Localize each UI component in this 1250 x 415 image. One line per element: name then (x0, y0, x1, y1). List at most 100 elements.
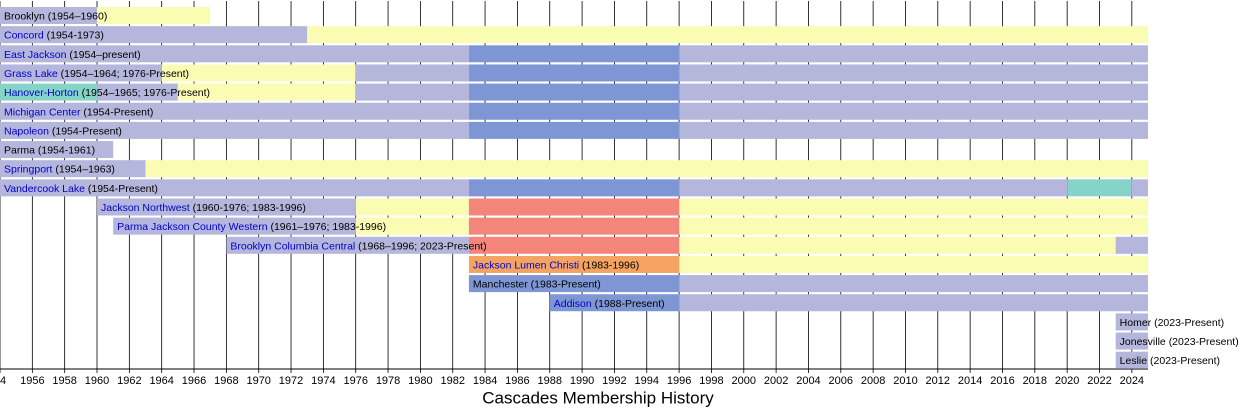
membership-bar (97, 7, 211, 24)
school-name: Napoleon (4, 125, 49, 137)
membership-bar (355, 198, 469, 216)
row-label: Jackson Lumen Christi (1983-1996) (473, 259, 639, 271)
membership-bar (468, 255, 680, 273)
school-name: Springport (4, 163, 53, 175)
school-name: Jackson Northwest (101, 202, 190, 214)
membership-bar (0, 26, 308, 44)
membership-years: (1961–1976; 1983-1996) (270, 221, 386, 233)
membership-years: (1954–1964; 1976-Present) (61, 68, 189, 80)
school-name: Brooklyn Columbia Central (230, 240, 355, 252)
school-name: Hanover-Horton (4, 87, 79, 99)
membership-bar (1131, 179, 1148, 197)
x-tick-label: 2012 (926, 375, 950, 387)
membership-bar (679, 236, 1116, 254)
membership-years: (1954-1973) (47, 29, 104, 41)
membership-years: (1954-Present) (88, 183, 158, 195)
membership-bar (1115, 332, 1148, 350)
school-name: Michigan Center (4, 106, 81, 118)
membership-bar (679, 179, 1068, 197)
row-label: Brooklyn Columbia Central (1968–1996; 20… (230, 240, 486, 252)
x-tick-label: 1996 (667, 375, 691, 387)
x-tick-label: 1998 (699, 375, 723, 387)
membership-bar (468, 217, 680, 235)
row-label: Grass Lake (1954–1964; 1976-Present) (4, 68, 189, 80)
membership-bar (307, 26, 1148, 44)
membership-bar (468, 121, 680, 139)
row-label: Napoleon (1954-Present) (4, 125, 122, 137)
membership-years: (1960-1976; 1983-1996) (193, 202, 306, 214)
x-tick-label: 1958 (52, 375, 76, 387)
x-tick-label: 1960 (85, 375, 109, 387)
row-label: Michigan Center (1954-Present) (4, 106, 153, 118)
membership-years: (1954–1963) (55, 163, 115, 175)
membership-bar (97, 198, 356, 216)
membership-bar (0, 7, 98, 24)
membership-bar (679, 294, 1148, 312)
row-label: Manchester (1983-Present) (473, 278, 601, 290)
membership-bar (0, 179, 469, 197)
x-tick-label: 1980 (408, 375, 432, 387)
chart-title: Cascades Membership History (482, 388, 714, 407)
membership-bar (679, 102, 1148, 120)
row-label: Addison (1988-Present) (554, 298, 665, 310)
school-name: Jonesville (1120, 336, 1166, 348)
membership-years: (1954-Present) (83, 106, 153, 118)
school-name: Addison (554, 298, 592, 310)
membership-years: (1954–present) (69, 49, 140, 61)
membership-bar (355, 83, 469, 101)
membership-bar (161, 64, 356, 82)
membership-bar (0, 45, 469, 63)
x-tick-label: 1984 (473, 375, 497, 387)
membership-bar (0, 160, 146, 178)
membership-bar (1115, 236, 1148, 254)
membership-bar (679, 121, 1148, 139)
row-label: Hanover-Horton (1954–1965; 1976-Present) (4, 87, 210, 99)
school-name: Grass Lake (4, 68, 58, 80)
membership-bar (1067, 179, 1132, 197)
x-tick-label: 2002 (764, 375, 788, 387)
x-tick-label: 2022 (1087, 375, 1111, 387)
membership-bar (0, 64, 162, 82)
membership-bar (355, 64, 469, 82)
school-name: East Jackson (4, 49, 67, 61)
membership-years: (1954-Present) (52, 125, 122, 137)
row-label: Parma Jackson County Western (1961–1976;… (117, 221, 386, 233)
membership-years: (1988-Present) (595, 298, 665, 310)
membership-years: (2023-Present) (1169, 336, 1239, 348)
membership-bar (679, 198, 1148, 216)
x-tick-label: 2016 (990, 375, 1014, 387)
x-tick-label: 2014 (958, 375, 982, 387)
x-tick-label: 2000 (732, 375, 756, 387)
x-tick-label: 1972 (279, 375, 303, 387)
school-name: Parma (4, 144, 35, 156)
membership-bar (468, 45, 680, 63)
school-name: Jackson Lumen Christi (473, 259, 579, 271)
membership-bar (468, 102, 680, 120)
school-name: Parma Jackson County Western (117, 221, 268, 233)
x-tick-label: 1968 (214, 375, 238, 387)
membership-bar (468, 83, 680, 101)
membership-bar (549, 294, 680, 312)
school-name: Concord (4, 29, 44, 41)
membership-bar (0, 83, 98, 101)
x-tick-label: 1992 (602, 375, 626, 387)
membership-bar (679, 217, 1148, 235)
row-label: East Jackson (1954–present) (4, 49, 141, 61)
membership-bar (468, 198, 680, 216)
membership-bar (97, 83, 178, 101)
x-tick-label: 1962 (117, 375, 141, 387)
membership-bar (145, 160, 1149, 178)
x-tick-label: 1964 (149, 375, 173, 387)
row-label: Homer (2023-Present) (1120, 317, 1224, 329)
membership-years: (1954–1965; 1976-Present) (82, 87, 210, 99)
x-tick-label: 1956 (20, 375, 44, 387)
membership-years: (1983-1996) (582, 259, 639, 271)
membership-bar (468, 236, 680, 254)
membership-bar (113, 217, 356, 235)
row-label: Brooklyn (1954–1960) (4, 10, 107, 22)
x-tick-label: 54 (0, 375, 6, 387)
membership-bar (0, 141, 114, 159)
row-label: Parma (1954-1961) (4, 144, 95, 156)
membership-bar (679, 275, 1148, 293)
